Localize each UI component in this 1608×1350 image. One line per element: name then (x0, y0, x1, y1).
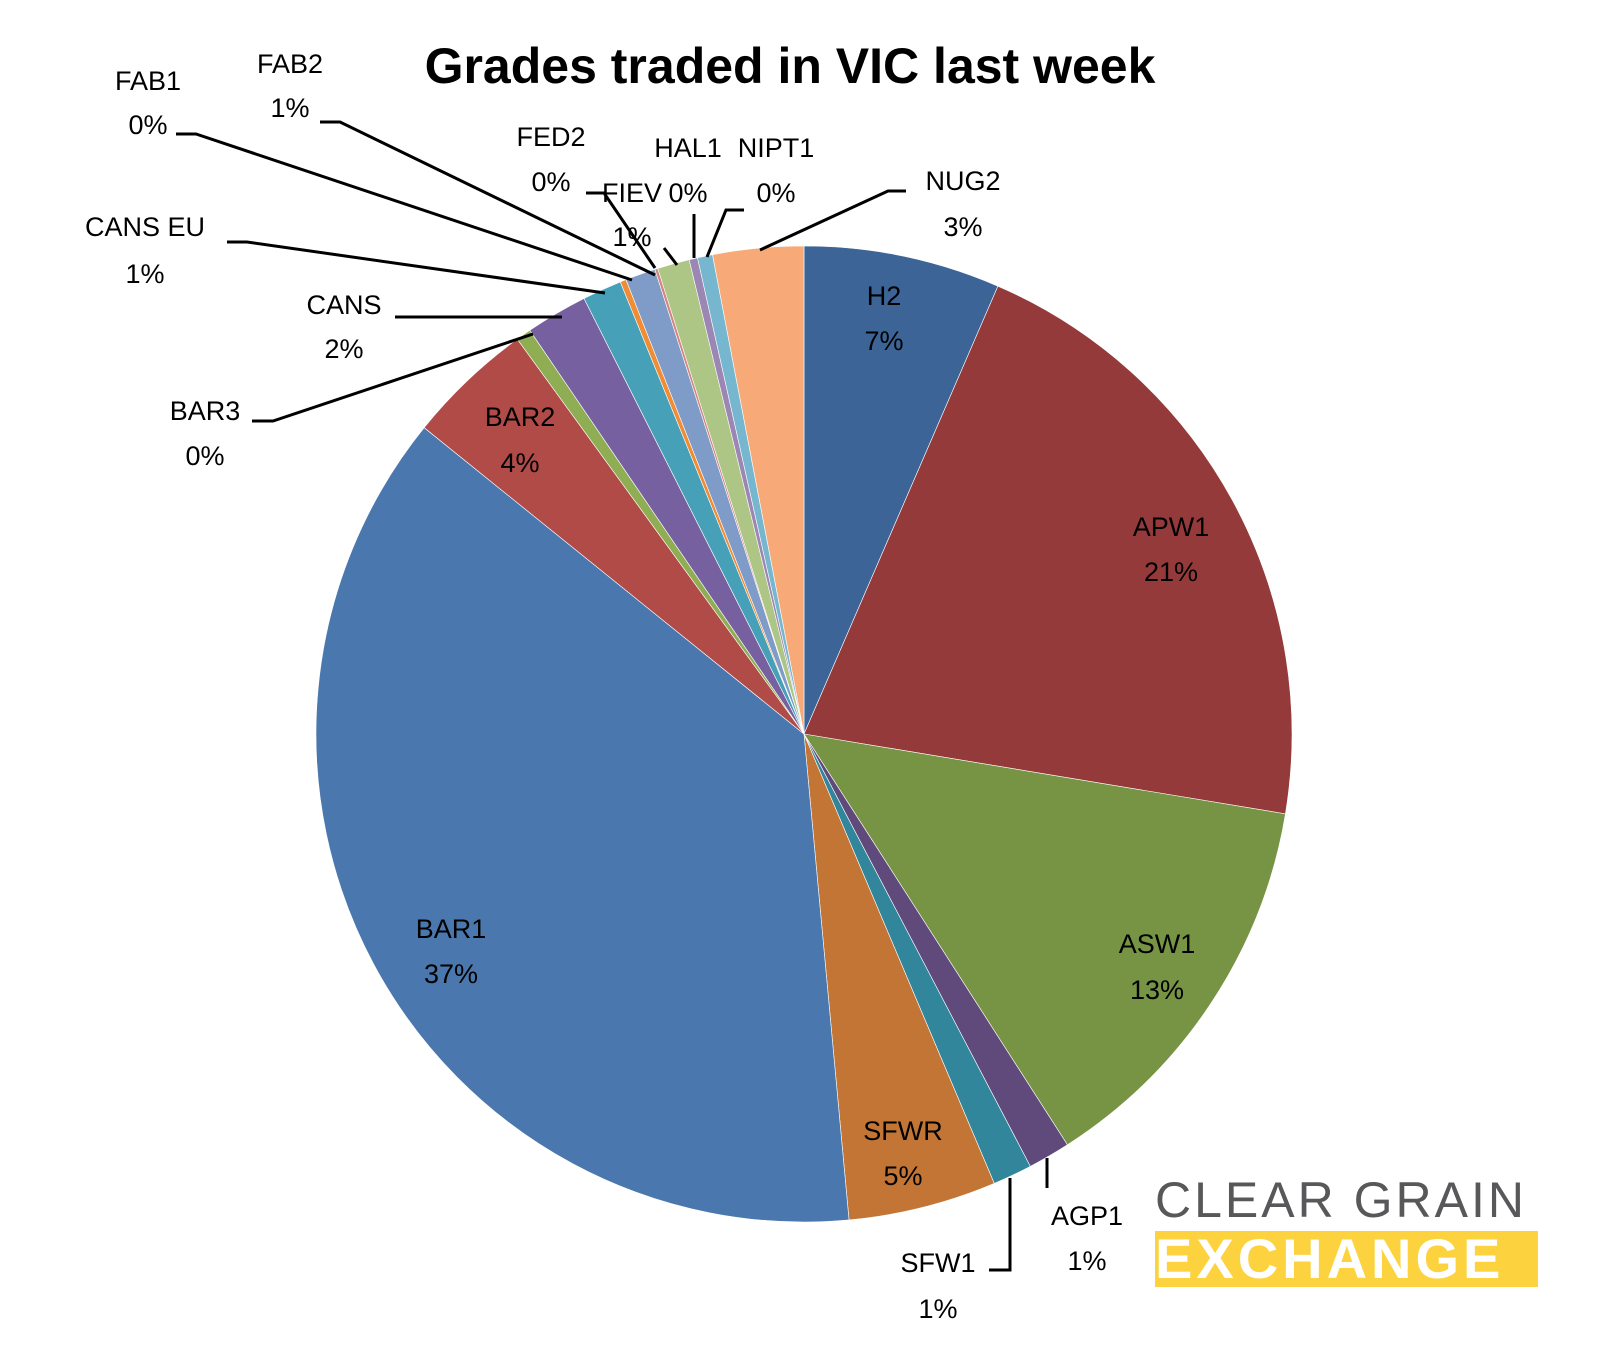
leader-line-sfw1 (989, 1178, 1012, 1272)
outside-label-bar3-percent: 0% (185, 441, 224, 471)
outside-label-hal1-percent: 0% (668, 178, 707, 208)
inside-label-h2-name: H2 (867, 281, 902, 311)
slice-nug2 (712, 245, 805, 735)
pie-slices (315, 245, 1293, 1223)
outside-label-sfw1-name: SFW1 (900, 1248, 975, 1278)
outside-label-fiev-name: FIEV (602, 178, 662, 208)
inside-label-sfwr-percent: 5% (883, 1161, 922, 1191)
leader-line-nipt1 (705, 208, 744, 258)
leader-line-fab1 (176, 132, 633, 282)
outside-label-nipt1-percent: 0% (756, 178, 795, 208)
inside-label-apw1-name: APW1 (1133, 512, 1210, 542)
slice-bar1 (315, 427, 850, 1223)
inside-label-asw1-percent: 13% (1130, 975, 1184, 1005)
leader-lines (176, 120, 1049, 1272)
leader-line-fed2 (586, 191, 657, 269)
outside-label-cans-eu-percent: 1% (125, 259, 164, 289)
outside-label-agp1-percent: 1% (1067, 1246, 1106, 1276)
clear-grain-exchange-logo: CLEAR GRAIN EXCHANGE (1155, 1175, 1540, 1287)
inside-label-sfwr-name: SFWR (863, 1116, 942, 1146)
leader-line-fiev (662, 247, 679, 266)
outside-label-hal1-name: HAL1 (654, 133, 722, 163)
outside-label-sfw1-percent: 1% (918, 1294, 957, 1324)
logo-line-1: CLEAR GRAIN (1155, 1172, 1527, 1228)
outside-label-cans-name: CANS (306, 290, 381, 320)
outside-label-fab2-percent: 1% (270, 93, 309, 123)
inside-label-bar2-name: BAR2 (485, 402, 556, 432)
inside-label-apw1-percent: 21% (1144, 557, 1198, 587)
logo-line-2: EXCHANGE (1155, 1231, 1538, 1287)
outside-label-cans-percent: 2% (324, 334, 363, 364)
outside-label-fiev-percent: 1% (612, 222, 651, 252)
slice-sfwr (803, 733, 995, 1221)
outside-label-fab2-name: FAB2 (257, 49, 323, 79)
inside-label-bar2-percent: 4% (500, 448, 539, 478)
chart-title: Grades traded in VIC last week (425, 38, 1156, 94)
outside-label-fab1-name: FAB1 (115, 66, 181, 96)
inside-label-bar1-percent: 37% (424, 959, 478, 989)
outside-label-agp1-name: AGP1 (1051, 1201, 1123, 1231)
leader-line-nug2 (759, 189, 906, 252)
leader-line-fab2 (320, 120, 656, 277)
outside-label-fab1-percent: 0% (128, 110, 167, 140)
slice-apw1 (803, 285, 1293, 815)
leader-line-cans-eu (227, 240, 606, 295)
inside-label-bar1-name: BAR1 (416, 914, 487, 944)
outside-label-nug2-percent: 3% (943, 212, 982, 242)
leader-line-bar3 (252, 332, 534, 423)
inside-label-h2-percent: 7% (864, 326, 903, 356)
outside-label-bar3-name: BAR3 (170, 396, 241, 426)
outside-label-cans-eu-name: CANS EU (85, 212, 205, 242)
data-labels: H2 7% APW1 21% ASW1 13% SFWR 5% BAR1 37% BAR2 4% FAB… (85, 49, 1209, 1324)
slice-h2 (803, 245, 999, 735)
outside-label-fed2-name: FED2 (516, 122, 585, 152)
outside-label-nug2-name: NUG2 (925, 166, 1000, 196)
outside-label-fed2-percent: 0% (531, 167, 570, 197)
outside-label-nipt1-name: NIPT1 (738, 133, 815, 163)
inside-label-asw1-name: ASW1 (1119, 929, 1196, 959)
slice-asw1 (803, 733, 1286, 1146)
